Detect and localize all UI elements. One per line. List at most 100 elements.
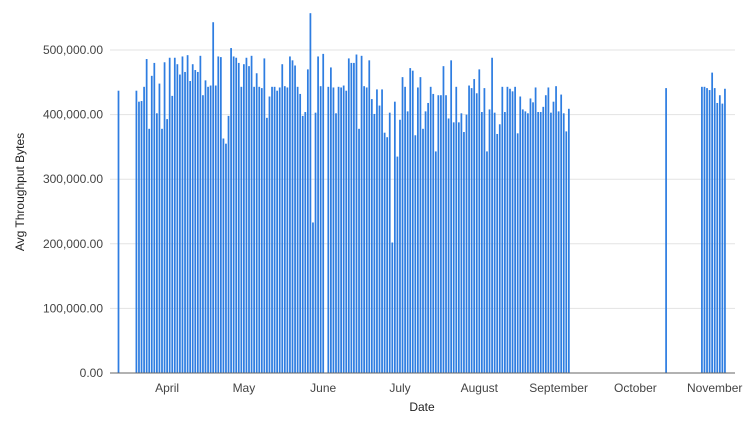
x-axis-title: Date [409, 400, 435, 414]
bar [337, 86, 340, 373]
bar [250, 55, 253, 374]
bar [204, 80, 207, 374]
bar [721, 103, 724, 374]
bar [370, 99, 373, 373]
bar [173, 57, 176, 373]
bar [235, 57, 238, 373]
bar [314, 112, 317, 373]
bar [396, 156, 399, 373]
bar [296, 86, 299, 373]
bar [225, 143, 227, 373]
bar [342, 85, 345, 373]
bar [281, 64, 284, 374]
bar [232, 56, 235, 374]
bar [404, 86, 406, 373]
y-tick-label: 400,000.00 [43, 108, 103, 122]
bar [493, 112, 496, 373]
bar [391, 242, 394, 373]
bar [273, 86, 276, 373]
bar [289, 56, 291, 374]
bar [442, 66, 445, 374]
bar [565, 131, 568, 373]
bar [345, 90, 348, 373]
bar [153, 62, 156, 374]
bar [179, 74, 181, 374]
bar [452, 122, 455, 373]
bar [465, 114, 468, 373]
bar [340, 87, 342, 373]
bar [294, 65, 296, 373]
y-tick-label: 100,000.00 [43, 301, 103, 315]
bar [268, 96, 271, 373]
bar [419, 77, 422, 373]
bar [145, 59, 148, 373]
bar [378, 105, 381, 373]
bar [207, 86, 209, 373]
bar [486, 151, 488, 373]
bar [258, 86, 261, 373]
bar [227, 115, 230, 373]
bar [135, 90, 138, 373]
bar [243, 64, 245, 374]
y-axis-title: Avg Throughput Bytes [13, 133, 27, 251]
bar [353, 62, 355, 374]
bar [299, 93, 302, 374]
bar [417, 87, 419, 373]
bar [511, 91, 514, 373]
bar [514, 86, 516, 373]
bar [414, 135, 417, 373]
bar [716, 102, 719, 373]
bar [278, 87, 281, 373]
bar [373, 113, 376, 373]
bar [163, 62, 166, 374]
x-tick-label: April [155, 381, 179, 395]
bar [393, 101, 396, 374]
bar [240, 86, 243, 373]
x-axis-tick-labels: April May June July August September October No… [155, 381, 742, 395]
bar [409, 68, 412, 373]
bar [291, 60, 294, 374]
bar [253, 86, 255, 373]
bar [230, 48, 232, 374]
bar [202, 95, 204, 373]
bar [708, 90, 711, 374]
bar [176, 64, 179, 374]
bar [355, 54, 358, 374]
bar [263, 58, 266, 374]
bar [381, 89, 383, 373]
bar [158, 83, 161, 373]
bar [445, 95, 447, 373]
y-tick-label: 300,000.00 [43, 172, 103, 186]
bar [524, 111, 527, 374]
bar [539, 112, 542, 374]
bar [521, 109, 524, 374]
bar [406, 111, 409, 374]
x-tick-label: September [529, 381, 588, 395]
x-tick-label: June [310, 381, 336, 395]
bar [501, 86, 504, 373]
bar [468, 85, 470, 373]
bar [186, 55, 189, 374]
bar [542, 106, 545, 373]
bar [560, 94, 563, 373]
bar [171, 95, 174, 374]
bar [138, 101, 140, 374]
bar [478, 69, 481, 373]
bar [711, 72, 714, 374]
x-tick-label: August [461, 381, 499, 395]
bar [248, 66, 250, 374]
bar [358, 128, 360, 373]
bar [718, 95, 721, 373]
bar [266, 117, 268, 373]
bar [562, 113, 565, 373]
bar [460, 113, 463, 373]
x-tick-label: May [233, 381, 256, 395]
bar [363, 86, 366, 374]
bar [148, 128, 151, 373]
bar [199, 55, 202, 374]
bar [219, 57, 222, 374]
bar [347, 58, 350, 374]
bar [194, 70, 197, 373]
bar [552, 101, 555, 374]
